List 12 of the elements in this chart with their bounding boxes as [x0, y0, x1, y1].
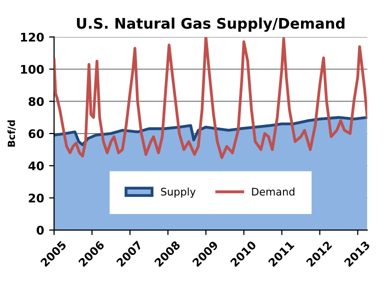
y-tick-label: 20: [28, 194, 44, 203]
y-tick-label: 60: [28, 129, 44, 138]
y-tick-label: 0: [36, 226, 44, 235]
line-series: [54, 36, 368, 160]
chart-title: U.S. Natural Gas Supply/Demand: [76, 18, 344, 32]
legend-label: Demand: [252, 188, 294, 196]
y-tick-label: 100: [21, 64, 44, 74]
y-tick-label: 120: [21, 32, 44, 42]
legend-label: Supply: [161, 188, 196, 198]
y-tick-label: 80: [28, 97, 44, 106]
y-axis-title: Bcf/d: [8, 120, 16, 147]
y-tick-label: 40: [28, 161, 44, 170]
